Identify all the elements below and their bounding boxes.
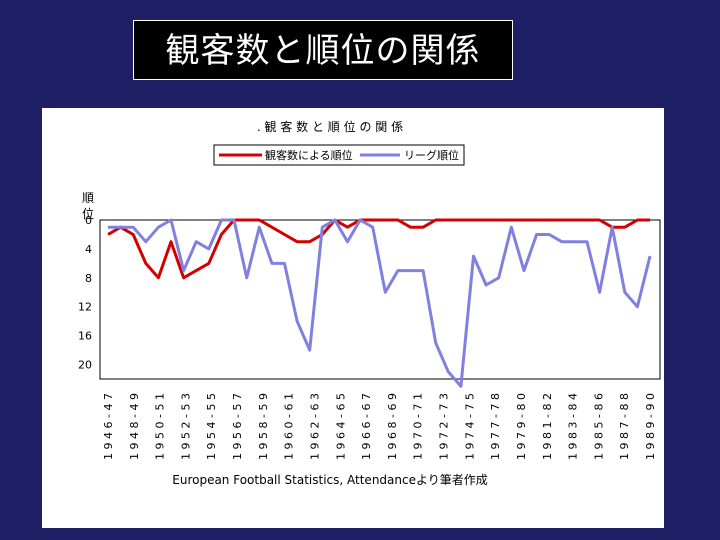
x-tick-label: 1 9 8 3 - 8 4	[567, 393, 580, 460]
x-tick-label: 1 9 7 0 - 7 1	[412, 393, 425, 460]
y-tick-label: 0	[85, 214, 92, 227]
y-tick-label: 12	[78, 301, 92, 314]
x-tick-label: 1 9 8 7 - 8 8	[618, 393, 631, 460]
x-tick-label: 1 9 5 4 - 5 5	[205, 393, 218, 460]
legend-label-attendance: 観客数による順位	[265, 148, 353, 162]
x-tick-label: 1 9 8 9 - 9 0	[644, 393, 657, 460]
x-axis-ticks: 1 9 4 6 - 4 7 1 9 4 8 - 4 9 1 9 5 0 - 5 1 1…	[102, 393, 657, 460]
slide-title: 観客数と順位の関係	[133, 20, 513, 80]
series-lines	[107, 218, 652, 388]
x-tick-label: 1 9 8 5 - 8 6	[592, 393, 605, 460]
x-tick-label: 1 9 7 9 - 8 0	[515, 393, 528, 460]
x-tick-label: 1 9 5 2 - 5 3	[179, 393, 192, 460]
x-tick-label: 1 9 6 2 - 6 3	[308, 393, 321, 460]
y-axis-ticks: 0 4 8 12 16 20	[78, 214, 92, 372]
y-axis-label-line-2: 位	[82, 206, 94, 221]
series-line-attendance-rank	[107, 218, 650, 280]
series-line-league-rank	[108, 218, 652, 388]
x-tick-label: 1 9 4 6 - 4 7	[102, 393, 115, 460]
x-tick-label: 1 9 6 8 - 6 9	[386, 393, 399, 460]
x-tick-label: 1 9 4 8 - 4 9	[128, 393, 141, 460]
x-tick-label: 1 9 7 7 - 7 8	[489, 393, 502, 460]
x-tick-label: 1 9 6 4 - 6 5	[334, 393, 347, 460]
y-axis-label-line-1: 順	[82, 191, 94, 205]
plot-frame	[99, 219, 661, 380]
x-tick-label: 1 9 7 2 - 7 3	[438, 393, 451, 460]
legend-label-league: リーグ順位	[404, 148, 459, 162]
y-axis-label: 順 位	[82, 191, 98, 221]
source-note: European Football Statistics, Attendance…	[172, 473, 488, 487]
legend-box	[213, 144, 465, 166]
x-tick-label: 1 9 6 0 - 6 1	[283, 393, 296, 460]
x-tick-label: 1 9 5 6 - 5 7	[231, 393, 244, 460]
line-chart: . 観 客 数 と 順 位 の 関 係 観客数による順位 リーグ順位 順 位 0…	[78, 119, 661, 487]
x-tick-label: 1 9 5 8 - 5 9	[257, 393, 270, 460]
y-tick-label: 20	[78, 359, 92, 372]
y-tick-label: 4	[85, 243, 92, 256]
x-tick-label: 1 9 8 1 - 8 2	[541, 393, 554, 460]
x-tick-label: 1 9 5 0 - 5 1	[154, 393, 167, 460]
x-tick-label: 1 9 7 4 - 7 5	[463, 393, 476, 460]
x-tick-label: 1 9 6 6 - 6 7	[360, 393, 373, 460]
y-tick-label: 8	[85, 272, 92, 285]
y-tick-label: 16	[78, 330, 92, 343]
legend: 観客数による順位 リーグ順位	[213, 144, 465, 166]
chart-panel: . 観 客 数 と 順 位 の 関 係 観客数による順位 リーグ順位 順 位 0…	[42, 108, 664, 528]
chart-title: . 観 客 数 と 順 位 の 関 係	[257, 119, 403, 134]
